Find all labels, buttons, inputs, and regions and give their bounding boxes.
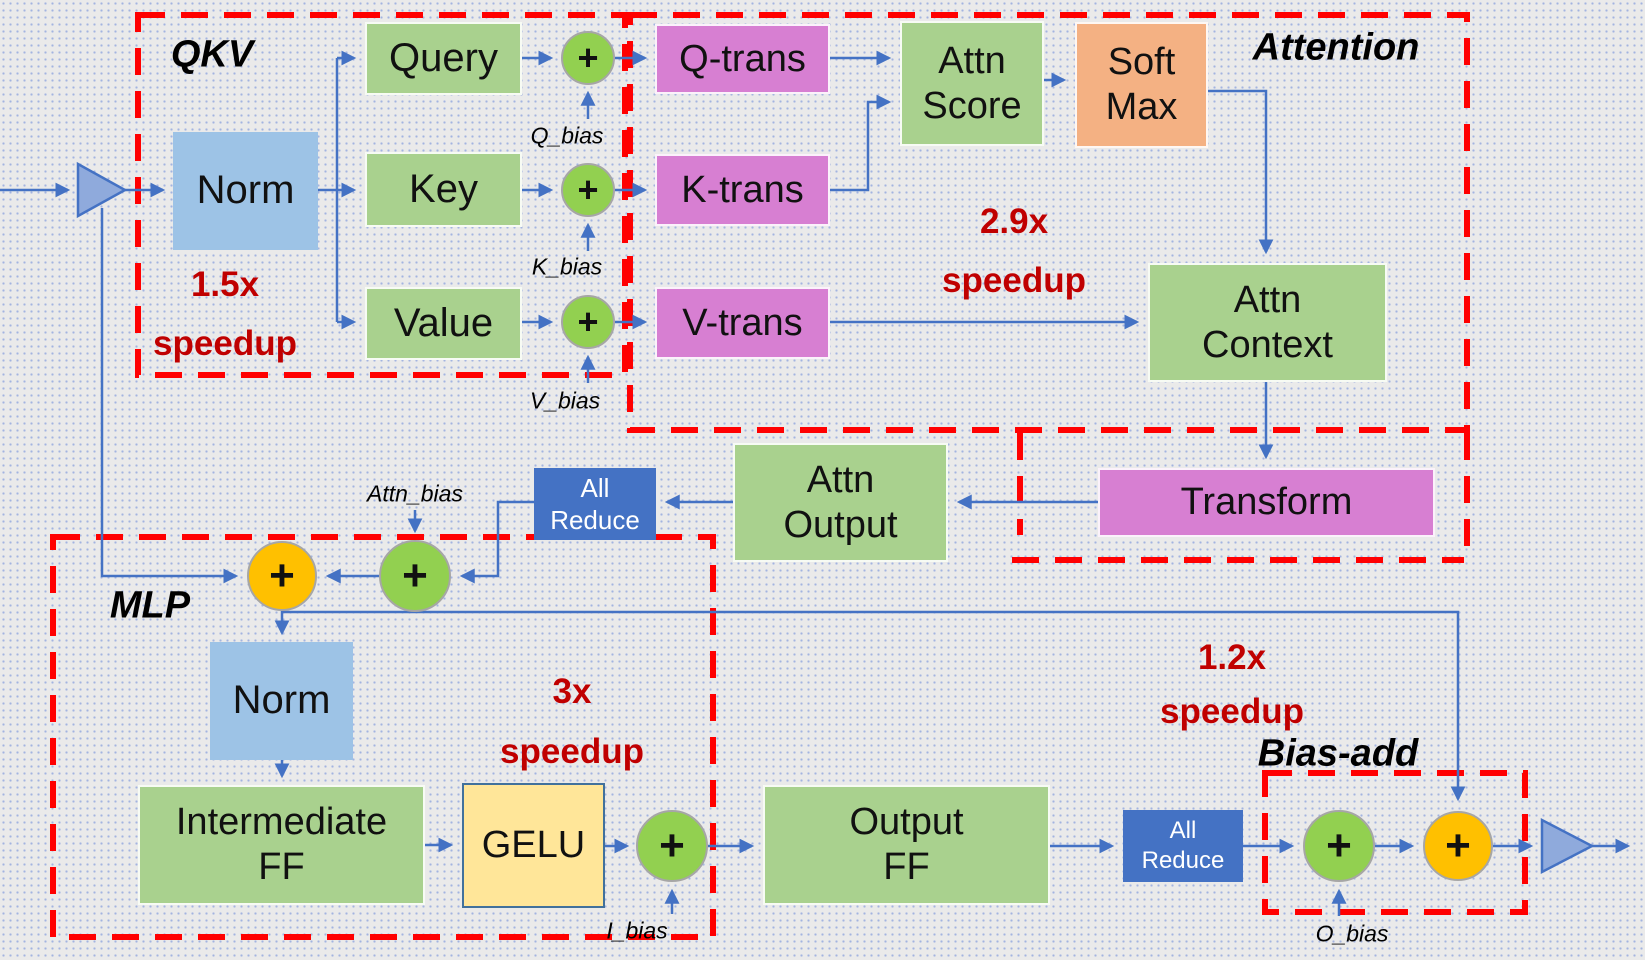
value-box: Value xyxy=(365,287,522,360)
query-box: Query xyxy=(365,22,522,95)
gelu-box: GELU xyxy=(462,783,605,908)
bias-add-speedup-factor: 1.2x xyxy=(1197,638,1267,677)
norm-branch-line xyxy=(318,58,339,322)
key-box: Key xyxy=(365,152,522,227)
i-bias-add-circle: + xyxy=(636,810,708,882)
attention-norm-box: Norm xyxy=(173,132,318,250)
mlp-skip-to-biasadd-line xyxy=(282,610,1466,802)
attn-bias-add-circle: + xyxy=(379,540,451,612)
mlp-speedup-factor: 3x xyxy=(552,672,592,711)
mlp-region-dashed-box xyxy=(50,534,716,940)
attention-residual-add-circle: + xyxy=(247,541,317,611)
bias-add-region-dashed-box xyxy=(1262,770,1528,915)
mlp-speedup-word: speedup xyxy=(500,732,644,771)
qkv-speedup-factor: 1.5x xyxy=(190,265,260,304)
attn-output-box: Attn Output xyxy=(733,443,948,562)
v-trans-box: V-trans xyxy=(655,287,830,359)
k-trans-box: K-trans xyxy=(655,154,830,226)
qkv-region-dashed-box xyxy=(135,12,628,378)
attn-bias-label: Attn_bias xyxy=(367,480,463,507)
intermediate-ff-box: Intermediate FF xyxy=(138,785,425,905)
input-buffer-triangle xyxy=(76,161,128,219)
attn-score-box: Attn Score xyxy=(900,21,1044,146)
k-bias-add-circle: + xyxy=(561,163,615,217)
qkv-speedup-word: speedup xyxy=(153,324,297,363)
bias-add-speedup-word: speedup xyxy=(1160,692,1304,731)
output-ff-box: Output FF xyxy=(763,785,1050,905)
v-bias-label: V_bias xyxy=(529,387,601,414)
k-bias-label: K_bias xyxy=(531,253,603,280)
q-bias-label: Q_bias xyxy=(530,122,604,149)
attn-context-box: Attn Context xyxy=(1148,263,1387,382)
attention-region-dashed-box xyxy=(627,12,1470,433)
all-reduce-1-box: All Reduce xyxy=(534,468,656,540)
softmax-to-attncontext-arrow xyxy=(1208,89,1274,255)
attention-region-label: Attention xyxy=(1252,26,1420,69)
v-bias-add-circle: + xyxy=(561,295,615,349)
transform-annex-dashed-box xyxy=(1012,433,1470,563)
transform-box: Transform xyxy=(1098,468,1435,537)
output-buffer-triangle xyxy=(1540,817,1595,875)
softmax-box: Soft Max xyxy=(1075,22,1208,148)
attention-speedup-word: speedup xyxy=(942,261,1086,300)
attention-speedup-factor: 2.9x xyxy=(979,202,1049,241)
ktrans-to-attnscore-arrow xyxy=(830,94,892,192)
mlp-region-label: MLP xyxy=(109,584,191,627)
residual-skip-line xyxy=(100,208,239,584)
qkv-region-label: QKV xyxy=(170,33,254,76)
q-bias-add-circle: + xyxy=(561,31,615,85)
mlp-norm-box: Norm xyxy=(210,642,353,760)
i-bias-label: I_bias xyxy=(606,917,668,944)
mlp-residual-add-circle: + xyxy=(1423,811,1493,881)
bias-add-region-label: Bias-add xyxy=(1257,732,1419,775)
q-trans-box: Q-trans xyxy=(655,24,830,94)
o-bias-label: O_bias xyxy=(1315,920,1389,947)
allreduce-to-greenadd-arrow xyxy=(459,500,534,584)
o-bias-add-circle: + xyxy=(1303,810,1375,882)
all-reduce-2-box: All Reduce xyxy=(1123,810,1243,882)
